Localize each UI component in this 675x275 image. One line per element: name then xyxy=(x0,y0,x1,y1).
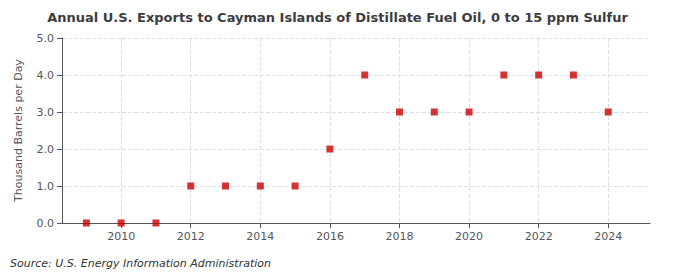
svg-text:3.0: 3.0 xyxy=(37,106,55,119)
svg-text:2018: 2018 xyxy=(385,230,413,243)
svg-text:2010: 2010 xyxy=(107,230,135,243)
svg-text:2014: 2014 xyxy=(246,230,274,243)
svg-text:2024: 2024 xyxy=(594,230,622,243)
svg-text:2012: 2012 xyxy=(177,230,205,243)
svg-text:2022: 2022 xyxy=(525,230,553,243)
svg-text:5.0: 5.0 xyxy=(37,32,55,45)
svg-text:Thousand Barrels per Day: Thousand Barrels per Day xyxy=(12,59,25,203)
svg-text:0.0: 0.0 xyxy=(37,217,55,230)
svg-text:2.0: 2.0 xyxy=(37,143,55,156)
svg-text:1.0: 1.0 xyxy=(37,180,55,193)
svg-text:Annual U.S. Exports to Cayman: Annual U.S. Exports to Cayman Islands of… xyxy=(47,10,628,25)
svg-text:Source: U.S. Energy Informatio: Source: U.S. Energy Information Administ… xyxy=(10,257,271,270)
svg-text:2020: 2020 xyxy=(455,230,483,243)
svg-text:4.0: 4.0 xyxy=(37,69,55,82)
svg-text:2016: 2016 xyxy=(316,230,344,243)
